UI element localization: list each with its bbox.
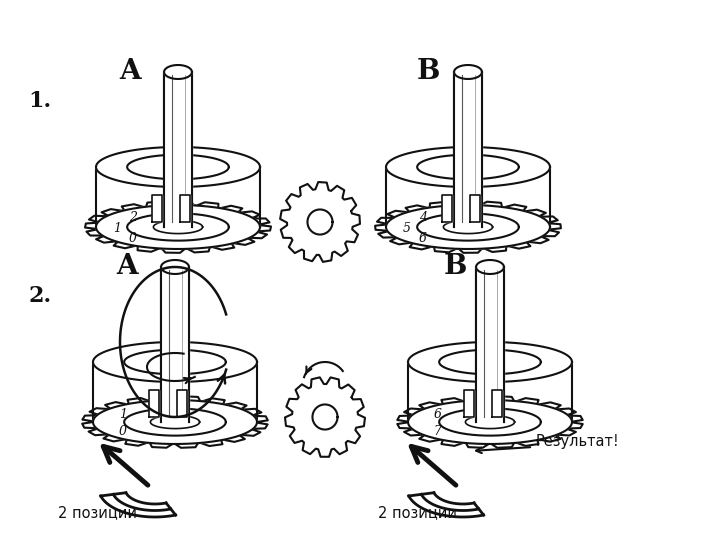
Text: A: A xyxy=(117,253,138,280)
Text: 0: 0 xyxy=(128,232,137,246)
Polygon shape xyxy=(82,396,267,448)
Polygon shape xyxy=(307,210,333,235)
Text: 5: 5 xyxy=(403,222,411,235)
Text: A: A xyxy=(119,58,141,85)
Polygon shape xyxy=(439,409,541,435)
Polygon shape xyxy=(180,195,190,222)
Text: Результат!: Результат! xyxy=(536,434,620,449)
Polygon shape xyxy=(439,350,541,374)
Text: 7: 7 xyxy=(434,425,442,438)
Polygon shape xyxy=(465,415,515,429)
Text: 4: 4 xyxy=(418,211,427,224)
Polygon shape xyxy=(280,182,360,262)
Polygon shape xyxy=(124,350,226,374)
Polygon shape xyxy=(164,72,192,227)
Polygon shape xyxy=(161,267,189,422)
Text: 0: 0 xyxy=(119,425,127,438)
Polygon shape xyxy=(417,155,519,179)
Polygon shape xyxy=(154,220,203,234)
Text: 6: 6 xyxy=(434,408,442,421)
Polygon shape xyxy=(150,415,199,429)
Polygon shape xyxy=(312,404,338,429)
Polygon shape xyxy=(454,72,482,227)
Polygon shape xyxy=(127,213,229,241)
Text: B: B xyxy=(443,253,467,280)
Text: 6: 6 xyxy=(418,232,427,246)
Polygon shape xyxy=(150,390,159,417)
Polygon shape xyxy=(161,260,189,274)
Polygon shape xyxy=(93,342,257,382)
Polygon shape xyxy=(375,201,561,253)
Polygon shape xyxy=(127,155,229,179)
Polygon shape xyxy=(152,195,162,222)
Polygon shape xyxy=(386,147,550,187)
Polygon shape xyxy=(492,390,502,417)
Polygon shape xyxy=(85,201,271,253)
Polygon shape xyxy=(96,147,260,187)
Polygon shape xyxy=(442,195,452,222)
Text: 2 позиции: 2 позиции xyxy=(378,505,458,520)
Polygon shape xyxy=(476,260,504,274)
Polygon shape xyxy=(417,213,519,241)
Polygon shape xyxy=(464,390,474,417)
Polygon shape xyxy=(470,195,480,222)
Polygon shape xyxy=(408,400,572,444)
Text: 2.: 2. xyxy=(28,285,51,307)
Text: 2: 2 xyxy=(128,211,137,224)
Polygon shape xyxy=(96,205,260,249)
Polygon shape xyxy=(454,65,482,79)
Text: 1: 1 xyxy=(113,222,121,235)
Polygon shape xyxy=(386,205,550,249)
Polygon shape xyxy=(93,400,257,444)
Polygon shape xyxy=(397,396,583,448)
Text: 2 позиции: 2 позиции xyxy=(58,505,136,520)
Text: 1.: 1. xyxy=(28,90,51,112)
Text: B: B xyxy=(416,58,439,85)
Polygon shape xyxy=(177,390,187,417)
Polygon shape xyxy=(476,267,504,422)
Polygon shape xyxy=(444,220,493,234)
Polygon shape xyxy=(408,342,572,382)
Polygon shape xyxy=(164,65,192,79)
Polygon shape xyxy=(285,377,365,457)
Text: 1: 1 xyxy=(119,408,127,421)
Polygon shape xyxy=(124,409,226,435)
